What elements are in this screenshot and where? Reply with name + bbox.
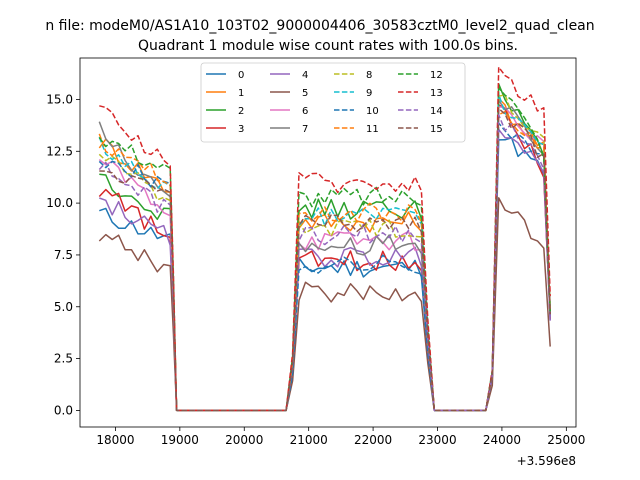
legend-item-1[interactable]: 1: [206, 88, 244, 99]
legend-label: 2: [238, 106, 244, 117]
series-line-4: [99, 128, 551, 412]
legend-item-8[interactable]: 8: [334, 70, 372, 81]
y-tick-label: 2.5: [54, 352, 73, 366]
legend-item-5[interactable]: 5: [270, 88, 308, 99]
series-layer: [98, 66, 551, 412]
series-line-15: [99, 107, 551, 412]
legend-label: 12: [430, 70, 443, 81]
x-tick-label: 18000: [96, 433, 134, 447]
legend-label: 5: [302, 88, 308, 99]
legend-item-12[interactable]: 12: [398, 70, 443, 81]
legend-label: 3: [238, 124, 244, 135]
x-tick-label: 23000: [418, 433, 456, 447]
x-axis-offset-label: +3.596e8: [517, 454, 576, 468]
legend-item-9[interactable]: 9: [334, 88, 372, 99]
legend-label: 7: [302, 124, 308, 135]
legend-label: 10: [366, 106, 379, 117]
x-tick-label: 25000: [547, 433, 585, 447]
x-axis: 18000 19000 20000 21000 22000 23000 24000 25000: [96, 427, 585, 447]
legend-label: 6: [302, 106, 308, 117]
legend-item-6[interactable]: 6: [270, 106, 308, 117]
axes-frame: [79, 57, 577, 428]
x-tick-label: 19000: [161, 433, 199, 447]
legend-label: 15: [430, 124, 443, 135]
series-line-0: [99, 137, 551, 412]
legend-item-3[interactable]: 3: [206, 124, 244, 135]
legend-item-11[interactable]: 11: [334, 124, 379, 135]
legend-item-0[interactable]: 0: [206, 70, 244, 81]
legend-label: 8: [366, 70, 372, 81]
series-line-1: [98, 97, 551, 412]
legend-label: 11: [366, 124, 379, 135]
legend-item-15[interactable]: 15: [398, 124, 443, 135]
legend-item-2[interactable]: 2: [206, 106, 244, 117]
series-line-10: [98, 122, 551, 412]
series-line-14: [98, 114, 551, 412]
legend-label: 0: [238, 70, 244, 81]
series-line-3: [98, 103, 551, 412]
legend-label: 1: [238, 88, 244, 99]
legend-item-13[interactable]: 13: [398, 88, 443, 99]
y-tick-label: 0.0: [54, 403, 73, 417]
y-axis: 0.0 2.5 5.0 7.5 10.0 12.5 15.0: [46, 92, 80, 417]
legend-label: 4: [302, 70, 308, 81]
series-line-5: [98, 197, 551, 412]
legend-frame: [200, 62, 466, 143]
series-line-13: [99, 66, 551, 412]
y-tick-label: 10.0: [46, 196, 73, 210]
y-tick-label: 5.0: [54, 300, 73, 314]
legend-item-14[interactable]: 14: [398, 106, 443, 117]
chart-title: Quadrant 1 module wise count rates with …: [138, 38, 518, 54]
plot-area: [79, 57, 577, 428]
y-tick-label: 15.0: [46, 92, 73, 106]
legend-item-4[interactable]: 4: [270, 70, 308, 81]
series-line-7: [98, 99, 551, 412]
y-tick-label: 7.5: [54, 248, 73, 262]
x-tick-label: 20000: [225, 433, 263, 447]
legend-item-10[interactable]: 10: [334, 106, 379, 117]
legend-label: 9: [366, 88, 372, 99]
series-line-11: [98, 110, 551, 412]
x-tick-label: 22000: [354, 433, 392, 447]
x-tick-label: 21000: [290, 433, 328, 447]
legend-label: 14: [430, 106, 443, 117]
y-tick-label: 12.5: [46, 144, 73, 158]
legend-label: 13: [430, 88, 443, 99]
x-tick-label: 24000: [483, 433, 521, 447]
legend-item-7[interactable]: 7: [270, 124, 308, 135]
figure-suptitle: n file: modeM0/AS1A10_103T02_9000004406_…: [45, 18, 594, 34]
